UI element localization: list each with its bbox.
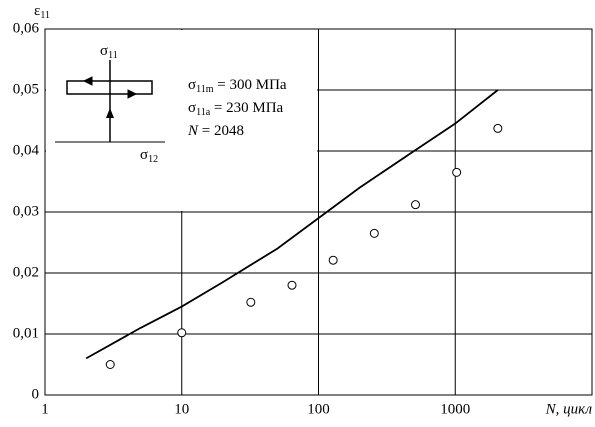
- inset-main: σ: [140, 147, 148, 163]
- y-tick-label: 0,05: [13, 81, 39, 97]
- data-line: [85, 89, 499, 360]
- y-axis-label-sub: 11: [40, 10, 50, 21]
- inset-sub: 11: [108, 50, 118, 61]
- x-axis-label: N, цикл: [545, 401, 593, 417]
- annotation-tail: = 2048: [198, 123, 244, 139]
- data-point: [369, 228, 379, 238]
- arrow: [112, 89, 138, 99]
- y-axis-label: ε11: [34, 3, 50, 21]
- data: [85, 89, 503, 369]
- annotation-sub: 11a: [196, 107, 211, 118]
- data-point: [246, 297, 256, 307]
- annotation-tail: = 300 МПа: [214, 77, 287, 93]
- annotation-tail: = 230 МПа: [210, 100, 283, 116]
- annotation: σ11m = 300 МПа: [188, 77, 287, 95]
- data-point: [410, 200, 420, 210]
- y-axis-label-main: ε: [34, 3, 40, 19]
- annotation: N = 2048: [187, 123, 244, 139]
- y-tick-label: 0: [32, 386, 40, 402]
- arrow: [106, 108, 114, 118]
- data-point: [287, 280, 297, 290]
- y-tick-label: 0,06: [13, 20, 40, 36]
- data-point: [105, 360, 115, 369]
- inset-diagram: σ11 σ12: [55, 43, 165, 165]
- x-tick-label: 100: [307, 401, 330, 417]
- inset-sub: 12: [148, 154, 158, 165]
- inset-background: [46, 30, 317, 211]
- annotation-sub: 11m: [196, 84, 214, 95]
- x-tick-label: 1000: [440, 401, 470, 417]
- arrow: [82, 76, 108, 86]
- data-point: [328, 255, 338, 265]
- inset-label: σ12: [140, 147, 158, 165]
- y-tick-label: 0,01: [13, 325, 39, 341]
- y-tick-label: 0,03: [13, 203, 39, 219]
- annotation-main: σ: [188, 100, 196, 116]
- annotation: σ11a = 230 МПа: [188, 100, 284, 118]
- x-tick-label: 1: [41, 401, 49, 417]
- annotation-main: N: [187, 123, 199, 139]
- y-tick-label: 0,02: [13, 264, 39, 280]
- data-point: [493, 123, 503, 133]
- y-tick-label: 0,04: [13, 142, 40, 158]
- inset-label: σ11: [100, 43, 118, 61]
- data-point: [452, 167, 462, 177]
- data-point: [177, 328, 187, 338]
- x-tick-label: 10: [174, 401, 189, 417]
- plot-frame: [44, 28, 593, 396]
- inset-main: σ: [100, 43, 108, 59]
- annotation-main: σ: [188, 77, 196, 93]
